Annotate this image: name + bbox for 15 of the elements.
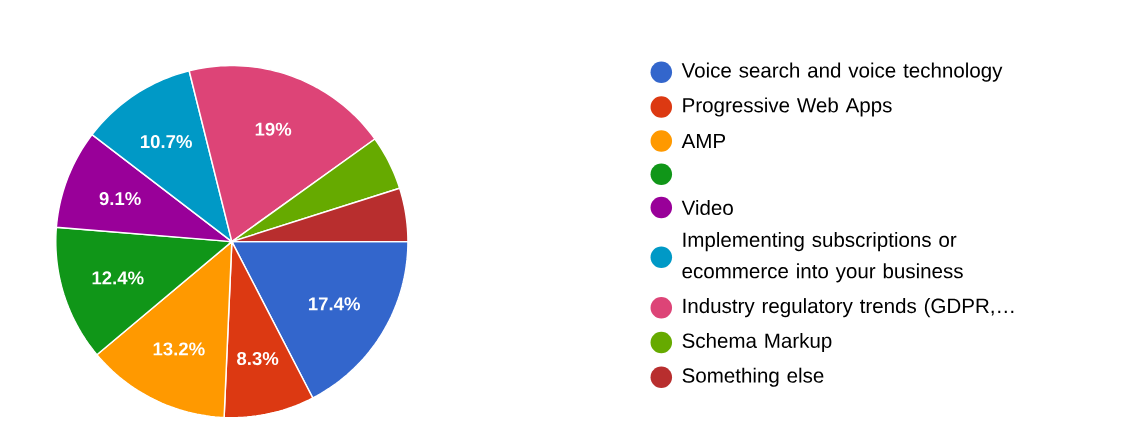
data-label: 12.4% — [92, 271, 144, 285]
data-label: 19% — [255, 122, 292, 136]
data-label: 13.2% — [153, 342, 205, 356]
data-label: 17.4% — [308, 297, 360, 311]
legend-label: AMP — [681, 133, 726, 149]
legend-label: Video — [681, 199, 733, 216]
legend-label: Schema Markup — [682, 332, 832, 352]
data-label: 10.7% — [140, 134, 192, 149]
legend-label: Progressive Web Apps — [683, 97, 892, 117]
legend-label: Industry regulatory trends (GDPR,… — [683, 298, 1014, 318]
data-label: 9.1% — [99, 191, 141, 206]
data-label: 8.3% — [237, 351, 279, 366]
legend-label: Voice search and voice technology — [681, 62, 1003, 82]
legend-label: Implementing subscriptions or ecommerce into your business — [682, 231, 963, 283]
legend-label: Something else — [682, 367, 824, 387]
